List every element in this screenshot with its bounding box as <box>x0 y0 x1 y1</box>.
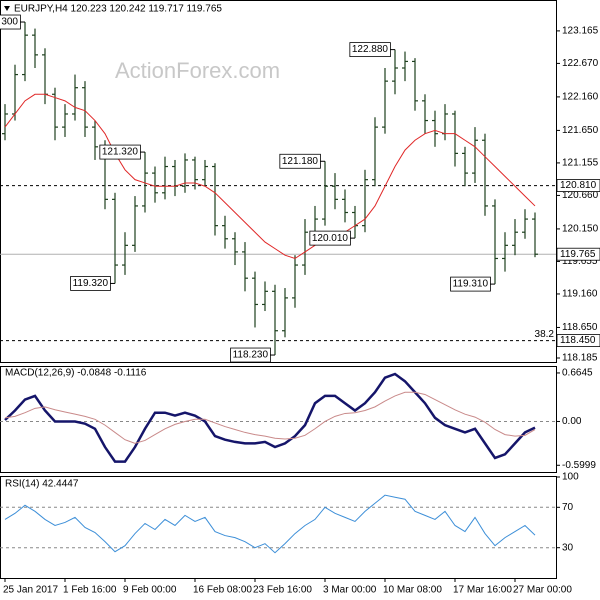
y-tick-label: 122.670 <box>562 58 599 69</box>
price-flag-label: 118.450 <box>560 335 596 346</box>
annotation-label: 119.320 <box>73 278 109 289</box>
y-tick-label: 0.6645 <box>562 368 593 379</box>
y-tick-label: 122.160 <box>562 92 599 103</box>
x-tick-label: 10 Mar 08:00 <box>383 585 442 596</box>
x-tick-label: 3 Mar 00:00 <box>323 585 377 596</box>
annotation-label: 121.320 <box>102 147 139 158</box>
y-tick-label: 30 <box>562 542 574 553</box>
watermark: ActionForex.com <box>115 58 280 83</box>
annotation-label: 120.010 <box>312 233 349 244</box>
y-tick-label: 100 <box>562 472 579 483</box>
y-tick-label: 118.185 <box>562 353 598 364</box>
price-flag-label: 120.810 <box>560 180 597 191</box>
annotation-label: 118.230 <box>233 350 269 361</box>
y-tick-label: 123.165 <box>562 26 599 37</box>
y-tick-label: 118.650 <box>562 322 598 333</box>
annotation-label: 300 <box>1 17 18 28</box>
y-tick-label: 119.655 <box>562 256 598 267</box>
price-flag <box>556 247 600 261</box>
rsi-title: RSI(14) 42.4447 <box>5 479 79 490</box>
macd-title: MACD(12,26,9) -0.0848 -0.1116 <box>5 368 147 379</box>
y-tick-label: 119.160 <box>562 289 598 300</box>
y-tick-label: 120.150 <box>562 224 599 235</box>
price-flag-label: 119.765 <box>560 249 596 260</box>
y-tick-label: 70 <box>562 502 574 513</box>
moving-average <box>4 93 536 260</box>
y-tick-label: 0.00 <box>562 416 582 427</box>
price-flag <box>556 334 600 347</box>
x-tick-label: 23 Feb 16:00 <box>253 585 312 596</box>
macd-panel <box>0 366 557 473</box>
x-tick-label: 9 Feb 00:00 <box>123 585 177 596</box>
level-note: 38.2 <box>535 329 555 340</box>
chart-title: EURJPY,H4 120.223 120.242 119.717 119.76… <box>14 4 222 15</box>
indicator-line <box>4 372 536 463</box>
y-tick-label: 121.155 <box>562 158 599 169</box>
x-tick-label: 25 Jan 2017 <box>3 585 58 596</box>
price-panel <box>0 0 557 363</box>
annotation-label: 122.880 <box>352 44 389 55</box>
annotation-label: 121.180 <box>282 156 319 167</box>
x-tick-label: 1 Feb 16:00 <box>63 585 117 596</box>
indicator-line <box>4 391 536 444</box>
annotation-label: 119.310 <box>453 279 489 290</box>
indicator-line <box>4 494 536 554</box>
menu-icon <box>4 6 10 11</box>
y-tick-label: -0.5999 <box>562 460 596 471</box>
x-tick-label: 17 Mar 16:00 <box>453 585 512 596</box>
price-flag <box>556 179 600 192</box>
x-tick-label: 27 Mar 00:00 <box>513 585 572 596</box>
rsi-panel <box>0 476 557 579</box>
y-tick-label: 120.660 <box>562 190 599 201</box>
x-tick-label: 16 Feb 08:00 <box>193 585 252 596</box>
y-tick-label: 121.650 <box>562 125 599 136</box>
